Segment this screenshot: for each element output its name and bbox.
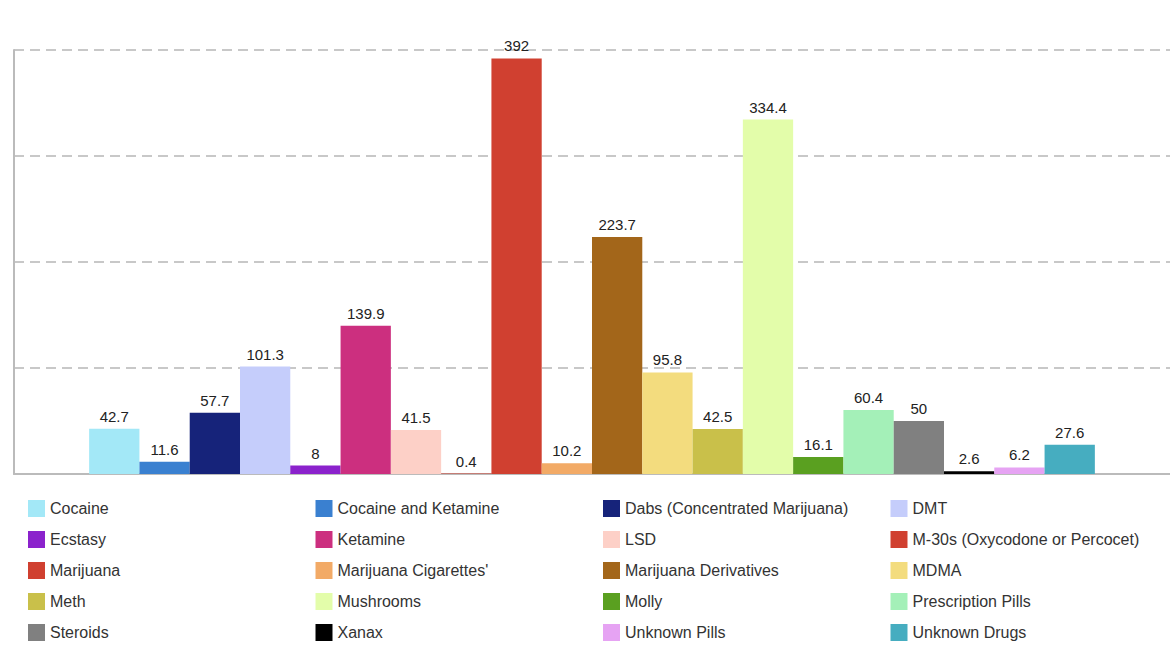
svg-text:Molly: Molly (625, 593, 662, 610)
svg-text:Marijuana Derivatives: Marijuana Derivatives (625, 562, 779, 579)
svg-text:Marijuana Cigarettes': Marijuana Cigarettes' (338, 562, 489, 579)
svg-text:334.4: 334.4 (749, 99, 787, 116)
svg-text:Cocaine: Cocaine (50, 500, 109, 517)
svg-text:101.3: 101.3 (246, 346, 284, 363)
svg-text:Meth: Meth (50, 593, 86, 610)
svg-text:Unknown Pills: Unknown Pills (625, 624, 725, 641)
svg-text:50: 50 (911, 400, 928, 417)
svg-text:8: 8 (311, 445, 319, 462)
svg-text:Ketamine: Ketamine (338, 531, 406, 548)
svg-text:Dabs (Concentrated Marijuana): Dabs (Concentrated Marijuana) (625, 500, 848, 517)
svg-text:2.6: 2.6 (959, 450, 980, 467)
svg-text:42.5: 42.5 (703, 408, 732, 425)
svg-text:27.6: 27.6 (1055, 424, 1084, 441)
svg-text:Xanax: Xanax (338, 624, 383, 641)
svg-text:6.2: 6.2 (1009, 446, 1030, 463)
svg-text:16.1: 16.1 (804, 436, 833, 453)
svg-text:95.8: 95.8 (653, 351, 682, 368)
svg-text:Ecstasy: Ecstasy (50, 531, 106, 548)
svg-text:Steroids: Steroids (50, 624, 109, 641)
svg-text:M-30s (Oxycodone or Percocet): M-30s (Oxycodone or Percocet) (913, 531, 1140, 548)
svg-text:0.4: 0.4 (456, 453, 477, 470)
svg-text:Prescription Pills: Prescription Pills (913, 593, 1031, 610)
svg-text:11.6: 11.6 (151, 441, 179, 458)
svg-text:MDMA: MDMA (913, 562, 962, 579)
svg-text:DMT: DMT (913, 500, 948, 517)
svg-text:Cocaine and Ketamine: Cocaine and Ketamine (338, 500, 500, 517)
svg-text:Marijuana: Marijuana (50, 562, 120, 579)
svg-text:392: 392 (504, 37, 529, 54)
svg-text:139.9: 139.9 (347, 305, 385, 322)
svg-text:10.2: 10.2 (552, 442, 581, 459)
svg-text:42.7: 42.7 (100, 408, 129, 425)
svg-text:57.7: 57.7 (200, 392, 229, 409)
svg-text:41.5: 41.5 (401, 409, 430, 426)
svg-text:Unknown Drugs: Unknown Drugs (913, 624, 1027, 641)
svg-text:60.4: 60.4 (854, 389, 883, 406)
svg-text:Mushrooms: Mushrooms (338, 593, 422, 610)
svg-text:223.7: 223.7 (598, 216, 636, 233)
svg-text:LSD: LSD (625, 531, 656, 548)
